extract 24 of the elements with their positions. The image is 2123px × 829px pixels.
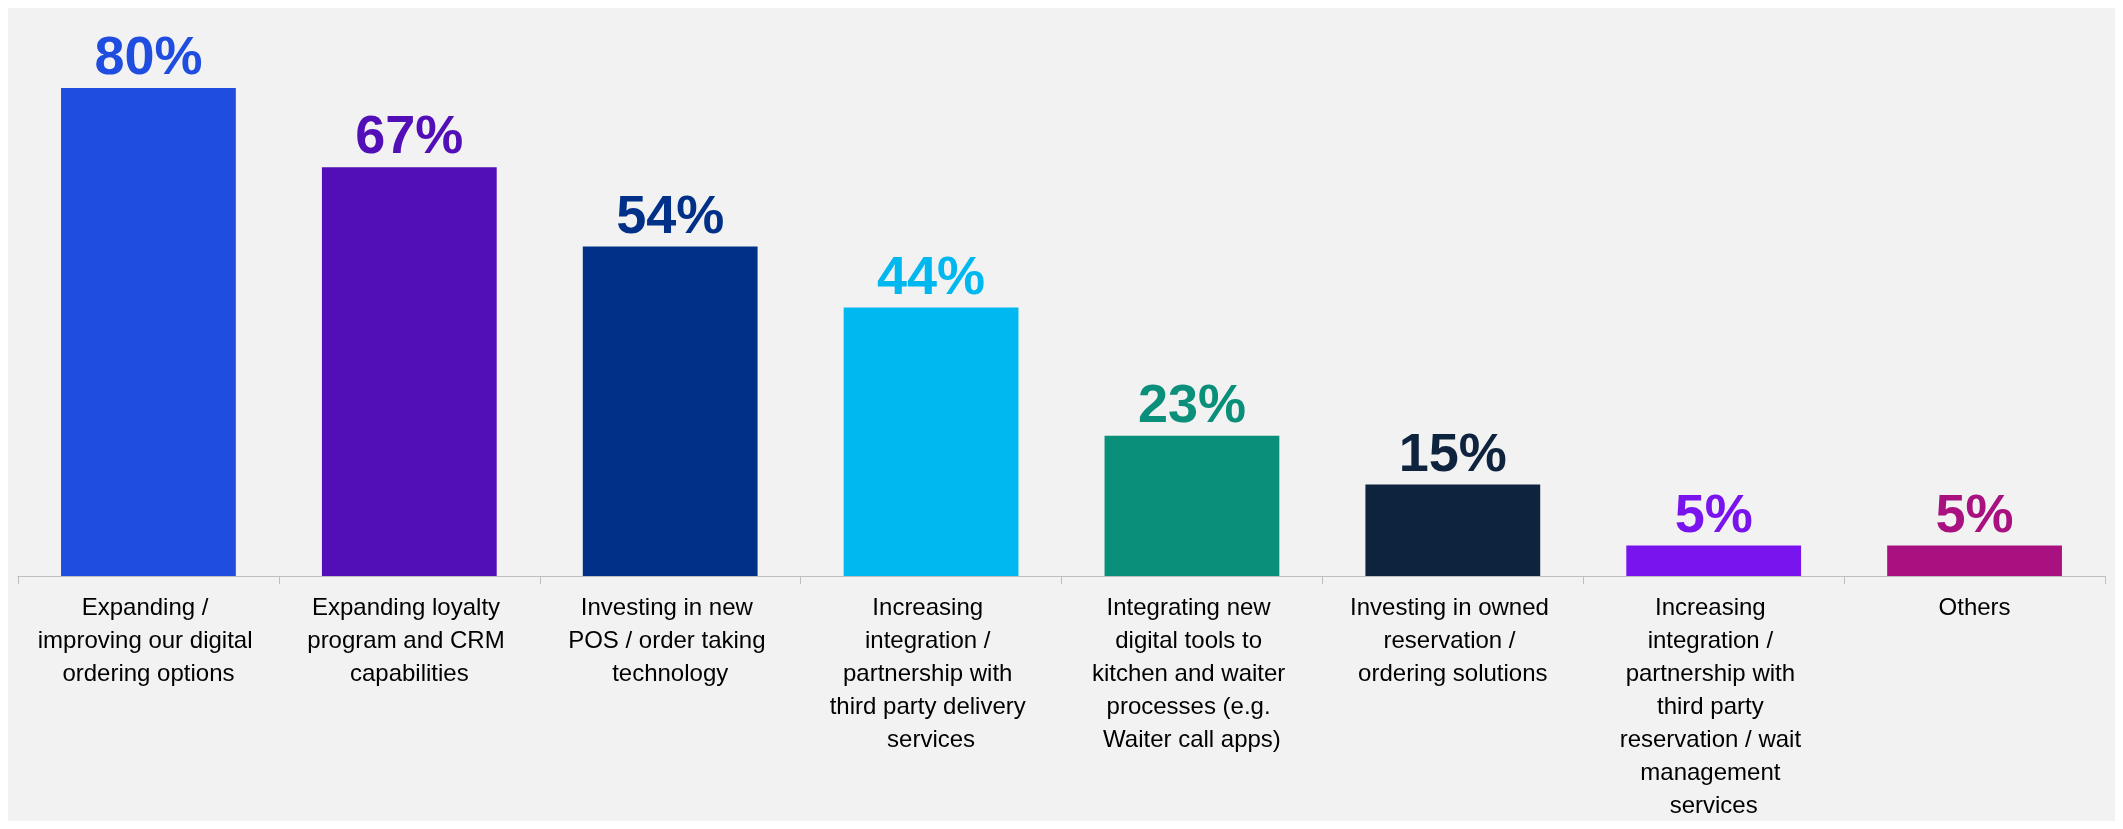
x-tick-label: Increasing integration / partnership with third party delivery services <box>829 593 1033 752</box>
bar <box>1104 435 1280 576</box>
data-label: 67% <box>355 104 464 165</box>
data-label: 54% <box>616 183 725 244</box>
data-label: 15% <box>1398 421 1507 482</box>
bar <box>1887 545 2062 576</box>
x-tick-label: Investing in owned reservation / ordering solutions <box>1350 593 1556 686</box>
bar <box>1626 545 1802 576</box>
x-tick-label: Integrating new digital tools to kitchen and waiter processes (e.g. Waiter call apps) <box>1091 593 1292 752</box>
data-label: 80% <box>94 25 203 85</box>
data-label: 44% <box>877 244 986 305</box>
x-tick-label: Others <box>1938 593 2011 620</box>
x-tick-label: Investing in new POS / order taking technology <box>568 593 773 686</box>
x-tick-label: Expanding loyalty program and CRM capabilities <box>307 593 512 686</box>
data-label: 5% <box>1674 482 1753 543</box>
data-label: 5% <box>1935 482 2014 543</box>
bar <box>843 307 1019 576</box>
bar <box>61 88 236 576</box>
bar <box>321 167 497 576</box>
data-label: 23% <box>1137 372 1246 433</box>
x-tick-label: Increasing integration / partnership with third party reservation / wait management services <box>1619 593 1808 818</box>
bar <box>1365 484 1541 576</box>
bar <box>582 246 758 576</box>
x-tick-label: Expanding / improving our digital ordering options <box>37 593 260 686</box>
